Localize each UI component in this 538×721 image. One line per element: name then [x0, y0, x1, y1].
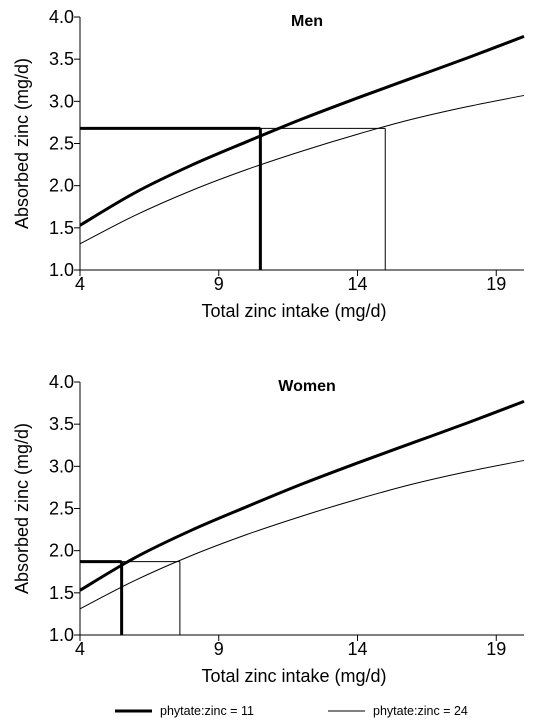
x-tick-label: 19 — [486, 639, 506, 659]
panel-title: Men — [291, 13, 323, 30]
y-tick-label: 1.5 — [49, 218, 74, 238]
y-tick-label: 1.0 — [49, 260, 74, 280]
y-tick-label: 2.5 — [49, 134, 74, 154]
y-tick-label: 1.0 — [49, 625, 74, 645]
chart-panel-men: 1.0 1.5 2.0 2.5 3.0 3.5 4.0 4 9 14 19 Men Total zinc… — [12, 7, 525, 321]
x-tick-label: 4 — [75, 639, 85, 659]
x-axis-title: Total zinc intake (mg/d) — [201, 666, 386, 686]
x-axis-title: Total zinc intake (mg/d) — [201, 301, 386, 321]
panel-title: Women — [278, 378, 335, 395]
y-tick-label: 1.5 — [49, 583, 74, 603]
x-tick-label: 9 — [214, 639, 224, 659]
x-tick-label: 14 — [347, 274, 367, 294]
x-tick-label: 4 — [75, 274, 85, 294]
series-line-phytate-zinc-24 — [79, 459, 525, 610]
y-tick-label: 2.5 — [49, 499, 74, 519]
y-tick-label: 3.0 — [49, 91, 74, 111]
x-tick-label: 14 — [347, 639, 367, 659]
legend-label-thin: phytate:zinc = 24 — [373, 704, 468, 718]
y-tick-label: 3.5 — [49, 49, 74, 69]
x-tick-label: 9 — [214, 274, 224, 294]
y-tick-label: 4.0 — [49, 372, 74, 392]
series-line-phytate-zinc-11 — [79, 34, 525, 227]
y-axis-title: Absorbed zinc (mg/d) — [12, 58, 32, 229]
y-tick-label: 2.0 — [49, 541, 74, 561]
y-axis-title: Absorbed zinc (mg/d) — [12, 423, 32, 594]
series-line-phytate-zinc-11 — [79, 399, 525, 592]
y-tick-label: 3.5 — [49, 414, 74, 434]
series-line-phytate-zinc-24 — [79, 94, 525, 245]
y-tick-label: 3.0 — [49, 456, 74, 476]
chart-panel-women: 1.0 1.5 2.0 2.5 3.0 3.5 4.0 4 9 14 19 Women Total zi… — [12, 372, 525, 686]
y-tick-label: 2.0 — [49, 176, 74, 196]
y-tick-label: 4.0 — [49, 7, 74, 27]
x-tick-label: 19 — [486, 274, 506, 294]
legend-label-thick: phytate:zinc = 11 — [160, 704, 254, 718]
legend: phytate:zinc = 11 phytate:zinc = 24 — [115, 704, 468, 718]
